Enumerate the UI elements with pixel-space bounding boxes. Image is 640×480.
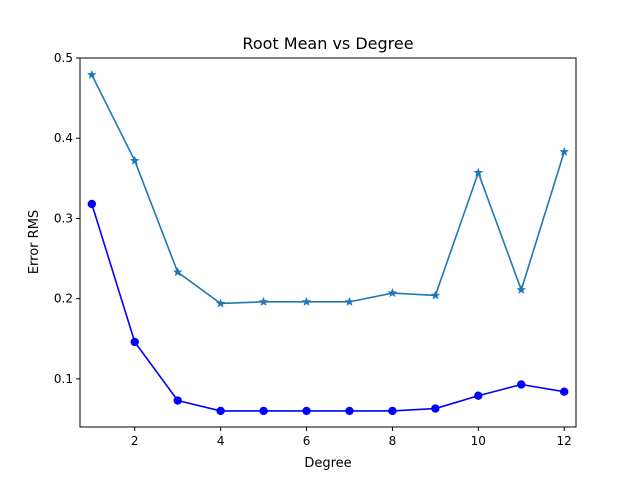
data-point	[431, 404, 440, 413]
data-point	[130, 155, 140, 165]
series-line	[91, 203, 565, 412]
x-axis-label: Degree	[304, 456, 351, 471]
data-point	[172, 267, 183, 277]
series-1	[87, 69, 569, 308]
data-point	[473, 167, 484, 177]
data-point	[87, 69, 97, 79]
data-point	[173, 396, 182, 405]
plot-frame	[79, 57, 577, 428]
data-point	[559, 146, 569, 156]
data-point	[430, 290, 441, 300]
data-point	[345, 406, 354, 416]
series-line	[91, 74, 565, 305]
data-point	[388, 406, 397, 416]
data-point	[259, 406, 268, 416]
x-axis: 2 4 6 8 10 12	[131, 427, 572, 448]
x-tick-label: 8	[389, 434, 397, 448]
y-axis-label: Error RMS	[27, 210, 42, 274]
x-tick-label: 4	[217, 434, 225, 448]
data-point	[130, 337, 139, 347]
data-point	[302, 406, 311, 416]
data-point	[301, 296, 312, 306]
y-tick-label: 0.2	[54, 292, 73, 306]
y-axis: 0.1 0.2 0.3 0.4 0.5	[54, 51, 80, 386]
y-tick-label: 0.3	[54, 211, 73, 225]
y-tick-label: 0.1	[54, 372, 73, 386]
chart-title: Root Mean vs Degree	[242, 34, 413, 53]
data-point	[258, 296, 269, 306]
data-point	[387, 288, 398, 298]
series-2	[87, 199, 569, 416]
x-tick-label: 12	[557, 434, 572, 448]
x-tick-label: 6	[303, 434, 311, 448]
y-tick-label: 0.5	[54, 51, 73, 65]
data-point	[559, 387, 569, 396]
data-point	[87, 199, 97, 209]
x-tick-label: 10	[471, 434, 486, 448]
y-tick-label: 0.4	[54, 131, 73, 145]
data-point	[216, 406, 225, 416]
data-point	[516, 284, 526, 294]
data-point	[474, 391, 483, 400]
x-tick-label: 2	[131, 434, 139, 448]
data-point	[517, 380, 526, 389]
data-point	[344, 296, 355, 306]
plot-area	[87, 69, 569, 416]
data-point	[215, 298, 226, 308]
